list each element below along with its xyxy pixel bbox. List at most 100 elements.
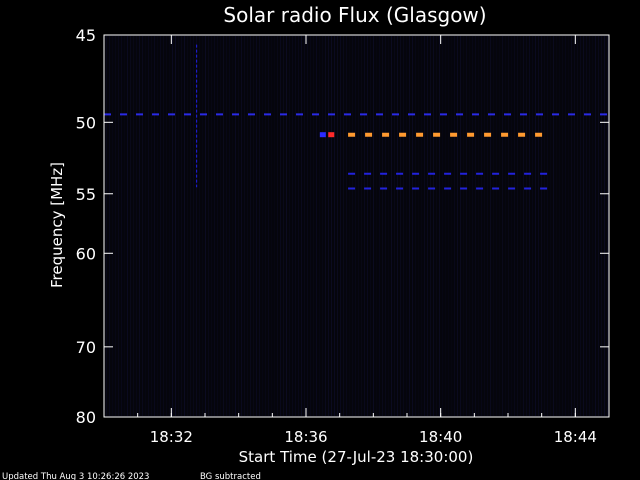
noise-streak — [577, 36, 578, 416]
noise-streak — [214, 36, 215, 416]
noise-streak — [484, 36, 485, 416]
noise-streak — [253, 36, 254, 416]
noise-streak — [556, 36, 557, 416]
noise-streak — [181, 36, 182, 416]
noise-streak — [304, 36, 305, 416]
noise-streak — [319, 36, 320, 416]
noise-streak — [121, 36, 122, 416]
noise-streak — [187, 36, 188, 416]
noise-streak — [496, 36, 497, 416]
noise-streak — [460, 36, 461, 416]
noise-streak — [565, 36, 566, 416]
noise-streak — [142, 36, 143, 416]
noise-streak — [367, 36, 368, 416]
noise-streak — [451, 36, 452, 416]
noise-streak — [337, 36, 338, 416]
noise-streak — [571, 36, 572, 416]
noise-streak — [595, 36, 596, 416]
noise-streak — [439, 36, 440, 416]
noise-streak — [406, 36, 407, 416]
noise-streak — [247, 36, 248, 416]
noise-streak — [589, 36, 590, 416]
noise-streak — [340, 36, 341, 416]
noise-streak — [157, 36, 158, 416]
y-tick-label: 60 — [76, 244, 96, 263]
noise-streak — [469, 36, 470, 416]
noise-streak — [295, 36, 296, 416]
noise-streak — [349, 36, 350, 416]
x-tick-label: 18:36 — [284, 428, 327, 446]
noise-streak — [403, 36, 404, 416]
noise-streak — [361, 36, 362, 416]
noise-streak — [223, 36, 224, 416]
noise-streak — [601, 36, 602, 416]
noise-streak — [127, 36, 128, 416]
noise-streak — [328, 36, 329, 416]
noise-streak — [193, 36, 194, 416]
noise-streak — [163, 36, 164, 416]
noise-streak — [184, 36, 185, 416]
noise-streak — [400, 36, 401, 416]
y-tick-label: 70 — [76, 338, 96, 357]
noise-streak — [427, 36, 428, 416]
noise-streak — [292, 36, 293, 416]
noise-streak — [232, 36, 233, 416]
noise-streak — [388, 36, 389, 416]
noise-streak — [415, 36, 416, 416]
noise-streak — [322, 36, 323, 416]
noise-streak — [307, 36, 308, 416]
noise-streak — [226, 36, 227, 416]
y-tick-label: 45 — [76, 26, 96, 45]
y-tick-label: 55 — [76, 185, 96, 204]
noise-streak — [280, 36, 281, 416]
noise-streak — [343, 36, 344, 416]
noise-streak — [475, 36, 476, 416]
noise-streak — [541, 36, 542, 416]
noise-streak — [256, 36, 257, 416]
noise-streak — [544, 36, 545, 416]
noise-streak — [538, 36, 539, 416]
noise-streak — [454, 36, 455, 416]
noise-streak — [346, 36, 347, 416]
noise-streak — [118, 36, 119, 416]
noise-streak — [370, 36, 371, 416]
noise-streak — [124, 36, 125, 416]
noise-streak — [592, 36, 593, 416]
x-tick-label: 18:40 — [419, 428, 462, 446]
y-tick-label: 50 — [76, 113, 96, 132]
noise-streak — [568, 36, 569, 416]
noise-streak — [487, 36, 488, 416]
noise-streak — [550, 36, 551, 416]
noise-streak — [268, 36, 269, 416]
noise-streak — [514, 36, 515, 416]
noise-streak — [391, 36, 392, 416]
intensity-spot — [319, 132, 326, 138]
noise-streak — [196, 36, 197, 416]
noise-streak — [313, 36, 314, 416]
noise-streak — [358, 36, 359, 416]
noise-streak — [175, 36, 176, 416]
y-axis-label: Frequency [MHz] — [48, 162, 66, 288]
noise-streak — [508, 36, 509, 416]
noise-streak — [523, 36, 524, 416]
noise-streak — [436, 36, 437, 416]
noise-streak — [220, 36, 221, 416]
noise-streak — [607, 36, 608, 416]
noise-streak — [298, 36, 299, 416]
noise-streak — [244, 36, 245, 416]
noise-streak — [139, 36, 140, 416]
noise-streak — [160, 36, 161, 416]
noise-streak — [445, 36, 446, 416]
noise-streak — [463, 36, 464, 416]
noise-streak — [529, 36, 530, 416]
noise-streak — [493, 36, 494, 416]
noise-streak — [202, 36, 203, 416]
noise-streak — [310, 36, 311, 416]
y-tick-label: 80 — [76, 408, 96, 427]
noise-streak — [316, 36, 317, 416]
noise-streak — [331, 36, 332, 416]
noise-streak — [217, 36, 218, 416]
noise-streak — [457, 36, 458, 416]
noise-streak — [511, 36, 512, 416]
noise-streak — [259, 36, 260, 416]
